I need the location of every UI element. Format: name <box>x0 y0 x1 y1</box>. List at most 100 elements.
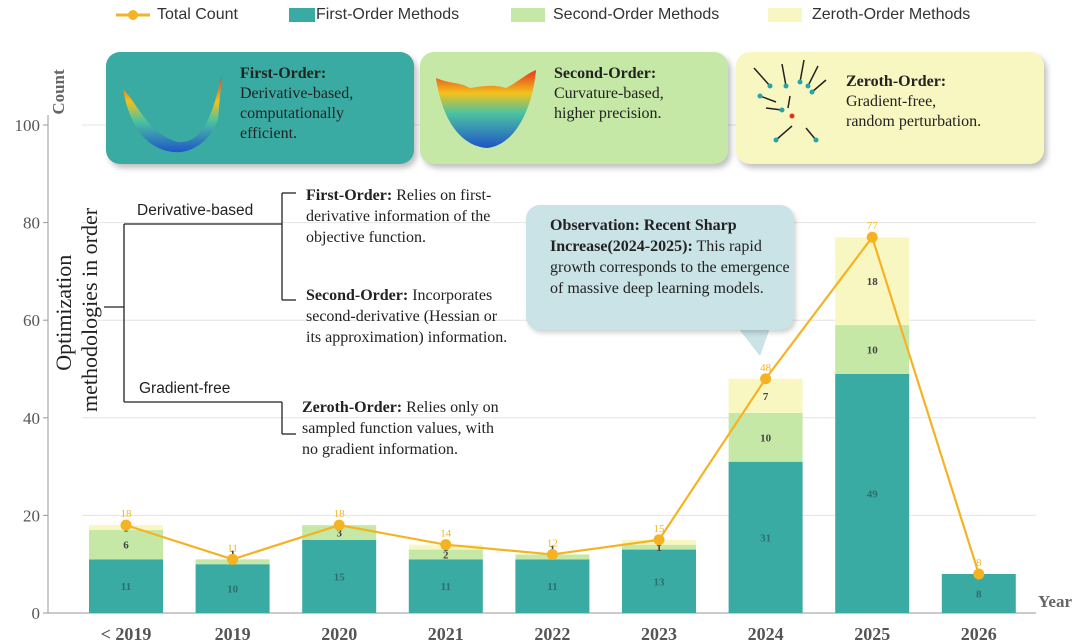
first-order-bar <box>941 573 1016 613</box>
first-order-card: First-Order: Derivative-based, computati… <box>106 52 414 164</box>
total-count-point <box>760 373 772 385</box>
first-card-line: Derivative-based, <box>240 85 354 102</box>
first-card-line: computationally <box>240 105 344 122</box>
legend-zeroth-label: Zeroth-Order Methods <box>812 6 971 23</box>
second-segment-label: 10 <box>760 432 772 444</box>
y-axis-label: Count <box>49 69 68 115</box>
second-segment-label: 10 <box>867 344 879 356</box>
random-perturbation-icon <box>753 59 827 143</box>
zeroth-segment-label: 18 <box>867 276 879 288</box>
legend-first-label: First-Order Methods <box>316 6 460 23</box>
total-count-point <box>866 231 878 243</box>
total-count-point <box>973 568 985 580</box>
total-count-label: 11 <box>227 542 238 554</box>
total-count-point <box>653 534 665 546</box>
convex-surface-icon <box>123 74 222 153</box>
legend-dot-marker <box>128 10 138 20</box>
y-tick-label: 20 <box>23 506 40 525</box>
total-count-label: 14 <box>440 528 452 540</box>
second-card-line: Curvature-based, <box>554 85 664 102</box>
first-order-bar <box>622 549 696 613</box>
second-segment-label: 6 <box>123 540 129 552</box>
zeroth-card-title: Zeroth-Order: <box>846 73 947 90</box>
total-count-point <box>546 548 558 560</box>
x-tick-label: 2024 <box>748 624 784 644</box>
callout-text: This rapid growth corresponds to the eme… <box>550 238 790 297</box>
total-count-label: 15 <box>654 523 666 535</box>
legend-zeroth-swatch <box>768 8 802 22</box>
legend-second-swatch <box>511 8 545 22</box>
x-tick-label: 2021 <box>428 624 464 644</box>
second-order-bar <box>835 325 910 374</box>
y-tick-labels: 0 20 40 60 80 100 <box>15 116 48 623</box>
y-tick-label: 60 <box>23 311 40 330</box>
second-card-line: higher precision. <box>554 105 662 122</box>
second-order-card: Second-Order: Curvature-based, higher pr… <box>420 52 728 164</box>
first-order-bar <box>835 373 910 613</box>
first-order-bar <box>89 559 163 613</box>
first-order-bar <box>408 559 483 613</box>
first-segment-label: 8 <box>976 588 982 600</box>
second-order-bar <box>728 412 803 462</box>
first-segment-label: 11 <box>441 581 451 593</box>
y-tick-label: 0 <box>32 604 41 623</box>
x-axis-label: Year <box>1038 592 1072 611</box>
first-order-bar <box>515 559 590 613</box>
first-card-title: First-Order: <box>240 65 327 82</box>
total-count-point <box>227 553 239 565</box>
total-count-point <box>333 519 345 531</box>
x-tick-label: 2020 <box>321 624 357 644</box>
legend: Total Count First-Order Methods Second-O… <box>0 0 1080 32</box>
first-segment-label: 15 <box>334 571 346 583</box>
bars <box>89 237 1016 613</box>
x-tick-label: 2023 <box>641 624 677 644</box>
first-order-bar <box>302 539 377 613</box>
second-segment-label: 1 <box>656 542 662 554</box>
x-tick-labels: < 2019 2019 2020 2021 2022 2023 2024 2025 2026 <box>101 624 997 644</box>
first-segment-label: 49 <box>867 488 879 500</box>
second-order-bar <box>89 530 163 560</box>
second-segment-label: 2 <box>443 549 449 561</box>
first-order-bar <box>728 461 803 613</box>
first-segment-label: 13 <box>654 576 666 588</box>
legend-second-label: Second-Order Methods <box>553 6 720 23</box>
branch-gradient-free: Gradient-free <box>139 380 231 397</box>
second-order-bar <box>622 544 696 550</box>
x-tick-label: 2019 <box>215 624 251 644</box>
first-segment-label: 11 <box>121 581 131 593</box>
first-segment-label: 31 <box>760 532 771 544</box>
total-count-label: 18 <box>334 508 346 520</box>
second-segment-label: 3 <box>336 527 342 539</box>
legend-total-label: Total Count <box>157 6 238 23</box>
observation-callout: Observation: Recent Sharp Increase(2024-… <box>526 205 794 330</box>
x-tick-label: 2025 <box>854 624 890 644</box>
taxonomy-bracket <box>104 192 296 435</box>
zeroth-order-description: Zeroth-Order: Relies only on sampled fun… <box>302 399 499 458</box>
second-order-description: Second-Order: Incorporates second-deriva… <box>306 287 508 346</box>
legend-first-swatch <box>289 8 315 22</box>
total-count-label: 18 <box>121 508 133 520</box>
first-segment-label: 11 <box>547 581 557 593</box>
x-tick-label: 2022 <box>534 624 570 644</box>
zeroth-card-line: random perturbation. <box>846 113 982 130</box>
y-tick-label: 100 <box>15 116 41 135</box>
first-order-bar <box>195 564 270 613</box>
branch-derivative-based: Derivative-based <box>137 202 254 219</box>
second-card-title: Second-Order: <box>554 65 657 82</box>
total-count-label: 12 <box>547 537 558 549</box>
zeroth-segment-label: 7 <box>763 391 769 403</box>
y-tick-label: 80 <box>23 214 40 233</box>
total-count-label: 8 <box>976 557 982 569</box>
zeroth-card-line: Gradient-free, <box>846 93 937 110</box>
total-count-label: 48 <box>760 362 772 374</box>
second-order-bar <box>408 549 483 560</box>
callout-pointer <box>738 328 770 356</box>
total-count-point <box>440 539 452 551</box>
curvature-bowl-icon <box>436 70 536 148</box>
y-tick-label: 40 <box>23 409 40 428</box>
x-tick-label: 2026 <box>961 624 997 644</box>
zeroth-order-bar <box>835 237 910 326</box>
taxonomy-vertical-title: Optimization methodologies in order <box>51 207 102 412</box>
